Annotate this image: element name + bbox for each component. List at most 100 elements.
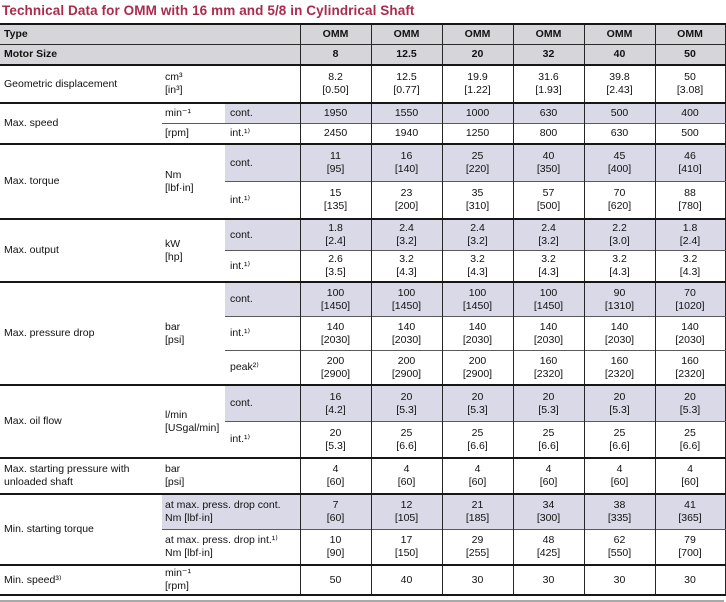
data-cell: 62 [550]	[583, 529, 655, 565]
data-cell: 79 [700]	[654, 529, 725, 565]
data-cell: 4 [60]	[512, 457, 584, 494]
data-cell: 40	[370, 564, 442, 595]
data-cell: 1000	[441, 102, 513, 124]
data-cell: 1250	[441, 123, 513, 144]
unit-label: kW [hp]	[162, 218, 225, 282]
data-cell: 20 [5.3]	[512, 384, 584, 422]
condition-label: int.¹⁾	[225, 123, 300, 144]
data-cell: 90 [1310]	[583, 281, 655, 317]
row-label: Max. speed	[0, 102, 162, 144]
condition-label: cont.	[225, 218, 300, 251]
data-cell: 630	[512, 102, 584, 124]
type-cell: OMM	[299, 24, 371, 45]
data-cell: 2.6 [3.5]	[299, 250, 371, 282]
max-pressure-drop-int-row: int.¹⁾ 140 [2030] 140 [2030] 140 [2030] …	[0, 316, 725, 351]
data-cell: 140 [2030]	[512, 316, 584, 351]
type-cell: OMM	[654, 24, 725, 45]
max-starting-pressure-row: Max. starting pressure with unloaded sha…	[0, 457, 725, 494]
type-cell: OMM	[512, 24, 584, 45]
condition-label: at max. press. drop int.¹⁾ Nm [lbf·in]	[162, 529, 300, 565]
data-cell: 20 [5.3]	[299, 421, 371, 458]
row-label: Max. pressure drop	[0, 281, 162, 385]
condition-label: cont.	[225, 143, 300, 182]
min-speed-row: Min. speed³⁾ min⁻¹ [rpm] 50 40 30 30 30 …	[0, 564, 725, 595]
data-cell: 70 [620]	[583, 181, 655, 219]
data-cell: 8.2 [0.50]	[299, 64, 371, 103]
condition-label: int.¹⁾	[225, 250, 300, 282]
motor-size-label: Motor Size	[0, 44, 300, 65]
row-label: Max. output	[0, 218, 162, 282]
data-cell: 160 [2320]	[654, 350, 725, 385]
motor-size-cell: 50	[654, 44, 725, 65]
data-cell: 20 [5.3]	[654, 384, 725, 422]
motor-size-row: Motor Size 8 12.5 20 32 40 50	[0, 44, 725, 65]
motor-size-cell: 32	[512, 44, 584, 65]
data-cell: 57 [500]	[512, 181, 584, 219]
max-output-cont-row: Max. output kW [hp] cont. 1.8 [2.4] 2.4 …	[0, 218, 725, 282]
condition-label: int.¹⁾	[225, 421, 300, 458]
data-cell: 50	[299, 564, 371, 595]
data-cell: 25 [6.6]	[512, 421, 584, 458]
data-cell: 7 [60]	[299, 493, 371, 530]
data-cell: 35 [310]	[441, 181, 513, 219]
data-cell: 40 [350]	[512, 143, 584, 182]
data-cell: 200 [2900]	[299, 350, 371, 385]
data-cell: 500	[654, 123, 725, 144]
data-cell: 16 [140]	[370, 143, 442, 182]
data-cell: 20 [5.3]	[441, 384, 513, 422]
data-cell: 140 [2030]	[370, 316, 442, 351]
condition-label: int.¹⁾	[225, 181, 300, 219]
unit-label: l/min [USgal/min]	[162, 384, 225, 458]
data-cell: 11 [95]	[299, 143, 371, 182]
data-cell: 140 [2030]	[299, 316, 371, 351]
row-label: Max. oil flow	[0, 384, 162, 458]
data-cell: 45 [400]	[583, 143, 655, 182]
data-cell: 12 [105]	[370, 493, 442, 530]
condition-label: at max. press. drop cont. Nm [lbf·in]	[162, 493, 300, 530]
max-pressure-drop-peak-row: peak²⁾ 200 [2900] 200 [2900] 200 [2900] …	[0, 350, 725, 385]
data-cell: 140 [2030]	[441, 316, 513, 351]
row-label: Min. speed³⁾	[0, 564, 162, 595]
motor-size-cell: 20	[441, 44, 513, 65]
type-cell: OMM	[441, 24, 513, 45]
data-cell: 4 [60]	[370, 457, 442, 494]
condition-label: cont.	[225, 281, 300, 317]
row-label: Max. starting pressure with unloaded sha…	[0, 457, 162, 494]
max-pressure-drop-cont-row: Max. pressure drop bar [psi] cont. 100 […	[0, 281, 725, 385]
type-cell: OMM	[370, 24, 442, 45]
data-cell: 16 [4.2]	[299, 384, 371, 422]
data-cell: 41 [365]	[654, 493, 725, 530]
data-cell: 12.5 [0.77]	[370, 64, 442, 103]
data-cell: 100 [1450]	[441, 281, 513, 317]
data-cell: 200 [2900]	[441, 350, 513, 385]
data-cell: 23 [200]	[370, 181, 442, 219]
unit-label: Nm [lbf·in]	[162, 143, 225, 219]
data-cell: 2.4 [3.2]	[370, 218, 442, 251]
data-cell: 1940	[370, 123, 442, 144]
unit-label: bar [psi]	[162, 281, 225, 385]
data-cell: 100 [1450]	[370, 281, 442, 317]
data-cell: 10 [90]	[299, 529, 371, 565]
data-cell: 30	[654, 564, 725, 595]
data-cell: 3.2 [4.3]	[370, 250, 442, 282]
data-cell: 1550	[370, 102, 442, 124]
motor-size-cell: 40	[583, 44, 655, 65]
data-cell: 25 [6.6]	[583, 421, 655, 458]
max-oil-flow-int-row: int.¹⁾ 20 [5.3] 25 [6.6] 25 [6.6] 25 [6.…	[0, 421, 725, 458]
motor-size-cell: 12.5	[370, 44, 442, 65]
unit-label: min⁻¹	[162, 102, 225, 124]
data-cell: 39.8 [2.43]	[583, 64, 655, 103]
data-cell: 1950	[299, 102, 371, 124]
geometric-displacement-row: Geometric displacement cm³ [in³] 8.2 [0.…	[0, 64, 725, 103]
type-header-row: Type OMM OMM OMM OMM OMM OMM	[0, 24, 725, 45]
data-cell: 2.4 [3.2]	[512, 218, 584, 251]
data-cell: 38 [335]	[583, 493, 655, 530]
data-cell: 500	[583, 102, 655, 124]
data-cell: 4 [60]	[299, 457, 371, 494]
data-cell: 17 [150]	[370, 529, 442, 565]
data-cell: 4 [60]	[583, 457, 655, 494]
data-cell: 800	[512, 123, 584, 144]
data-cell: 25 [220]	[441, 143, 513, 182]
data-cell: 25 [6.6]	[654, 421, 725, 458]
unit-label: bar [psi]	[162, 457, 300, 494]
